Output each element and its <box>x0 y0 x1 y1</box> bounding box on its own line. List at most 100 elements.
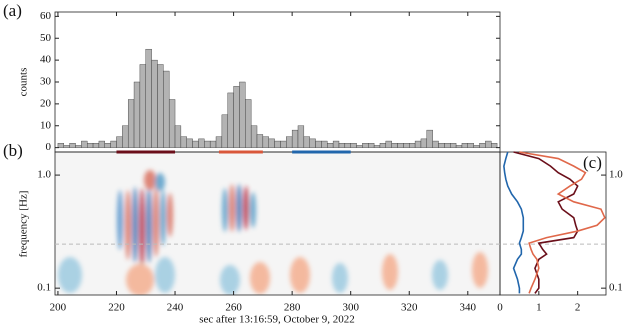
histogram-bar <box>204 140 211 148</box>
y-tick-label: 20 <box>40 97 52 109</box>
histogram-bar <box>356 145 363 148</box>
histogram-bar <box>409 143 416 148</box>
histogram-bar <box>163 70 170 148</box>
histogram-bar <box>338 143 346 148</box>
histogram-bar <box>473 145 480 148</box>
histogram-bar <box>139 64 146 148</box>
x-tick-label: 200 <box>50 302 67 314</box>
x-tick-label: 0 <box>497 302 503 314</box>
histogram-bar <box>444 143 451 148</box>
interval-bar <box>116 150 176 154</box>
histogram-bar <box>116 136 123 148</box>
histogram-bar <box>414 140 422 148</box>
histogram-bar <box>485 140 492 148</box>
y-tick-label: 0.1 <box>37 282 51 294</box>
spectrum-line <box>503 151 525 294</box>
histogram-bar <box>168 99 176 148</box>
histogram-bar <box>69 143 76 148</box>
histogram-bar <box>221 114 228 148</box>
y-tick-label: 1.0 <box>609 169 623 181</box>
x-tick-label: 260 <box>225 302 242 314</box>
y-tick-label: 60 <box>40 10 52 22</box>
histogram-bar <box>368 143 375 148</box>
histogram-bar <box>157 64 164 148</box>
histogram-bar <box>63 145 70 148</box>
histogram-bar <box>321 140 328 148</box>
histogram-bar <box>215 136 223 148</box>
histogram-bar <box>450 143 457 148</box>
spectrum-line <box>519 151 606 294</box>
histogram-bar <box>57 143 64 148</box>
histogram-bar <box>174 125 182 148</box>
x-tick-label: 340 <box>460 302 477 314</box>
histogram-bar <box>362 143 369 148</box>
histogram-bar <box>332 140 340 148</box>
histogram-bar <box>245 99 252 148</box>
histogram-bar <box>98 140 105 148</box>
histogram-bar <box>461 143 468 148</box>
y-tick-label: 1.0 <box>37 169 51 181</box>
histogram-bar <box>75 145 82 148</box>
histogram-bar <box>455 145 463 148</box>
histogram-bar <box>127 99 135 148</box>
histogram-bar <box>379 143 387 148</box>
panel-c-frame <box>499 151 607 296</box>
histogram-bar <box>438 143 445 148</box>
histogram-bar <box>344 143 351 148</box>
x-tick-label: 320 <box>401 302 418 314</box>
interval-bar <box>218 150 263 154</box>
histogram-bar <box>309 138 316 148</box>
histogram-bar <box>291 129 299 148</box>
histogram-bar <box>209 140 217 148</box>
histogram-bar <box>110 140 117 148</box>
histogram-bar <box>198 138 205 148</box>
histogram-bar <box>133 81 141 148</box>
spectrogram-pattern <box>58 170 488 295</box>
x-tick-label: 2 <box>575 302 581 314</box>
histogram-bar <box>432 140 439 148</box>
histogram-bar <box>397 143 404 148</box>
y-tick-label: 0.1 <box>609 282 623 294</box>
x-tick-label: 240 <box>167 302 184 314</box>
histogram-bar <box>426 129 433 148</box>
histogram-bar <box>233 86 240 148</box>
histogram-bar <box>403 143 410 148</box>
histogram-bar <box>92 143 100 148</box>
histogram-bar <box>286 136 293 148</box>
y-axis-label: counts <box>18 68 30 97</box>
histogram-bar <box>81 140 88 148</box>
y-axis-label: frequency [Hz] <box>18 191 30 258</box>
histogram-bar <box>420 138 428 148</box>
x-axis-label: sec after 13:16:59, October 9, 2022 <box>199 314 354 326</box>
y-tick-label: 10 <box>40 119 52 131</box>
histogram-bar <box>373 145 381 148</box>
histogram-bar <box>280 140 287 148</box>
y-tick-label: 40 <box>40 54 52 66</box>
histogram-bar <box>122 125 129 148</box>
histogram-bar <box>145 48 152 148</box>
histogram-bar <box>250 125 258 148</box>
histogram-bar <box>151 59 158 148</box>
histogram-bar <box>327 143 334 148</box>
histogram-bar <box>87 143 94 148</box>
histogram-bar <box>227 92 234 148</box>
x-tick-label: 300 <box>342 302 359 314</box>
histogram-bar <box>491 143 498 148</box>
interval-bar <box>292 150 351 154</box>
histogram-bar <box>239 81 246 148</box>
histogram-bar <box>350 143 357 148</box>
histogram-bar <box>315 140 322 148</box>
spectrum-line <box>513 151 579 294</box>
histogram-bar <box>479 143 486 148</box>
histogram-bar <box>262 136 269 148</box>
histogram-bar <box>467 143 474 148</box>
y-tick-label: 0 <box>46 141 52 153</box>
histogram-bar <box>385 140 392 148</box>
histogram-bar <box>104 143 111 148</box>
panel-label: (c) <box>583 153 602 172</box>
histogram-bar <box>180 136 187 148</box>
panel-a-frame <box>54 11 501 153</box>
histogram-bar <box>303 136 310 148</box>
y-tick-label: 30 <box>40 76 52 88</box>
